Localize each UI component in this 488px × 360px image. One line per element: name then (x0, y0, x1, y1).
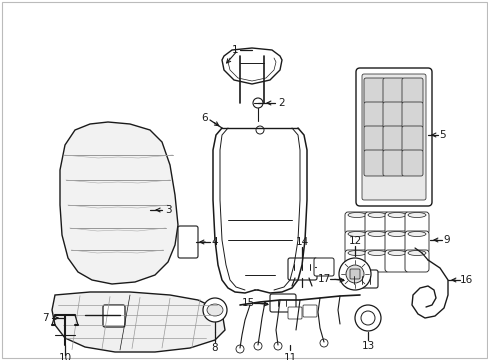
Text: 11: 11 (283, 353, 296, 360)
FancyBboxPatch shape (384, 250, 408, 272)
FancyBboxPatch shape (401, 78, 422, 104)
Ellipse shape (206, 304, 223, 316)
Text: 15: 15 (241, 298, 254, 308)
Circle shape (360, 311, 374, 325)
FancyBboxPatch shape (364, 212, 388, 234)
Ellipse shape (407, 231, 425, 237)
Circle shape (319, 339, 327, 347)
Ellipse shape (407, 212, 425, 217)
Text: 16: 16 (458, 275, 472, 285)
Ellipse shape (347, 212, 365, 217)
Text: 17: 17 (317, 274, 330, 284)
Circle shape (256, 126, 264, 134)
FancyBboxPatch shape (349, 269, 359, 279)
Ellipse shape (387, 212, 405, 217)
Text: 13: 13 (361, 341, 374, 351)
FancyBboxPatch shape (404, 250, 428, 272)
FancyBboxPatch shape (384, 212, 408, 234)
FancyBboxPatch shape (382, 78, 403, 104)
Polygon shape (52, 292, 224, 352)
FancyBboxPatch shape (382, 150, 403, 176)
Circle shape (346, 265, 363, 283)
Ellipse shape (387, 231, 405, 237)
FancyBboxPatch shape (313, 258, 333, 276)
Circle shape (252, 98, 263, 108)
Text: 5: 5 (439, 130, 446, 140)
Text: 4: 4 (211, 237, 218, 247)
FancyBboxPatch shape (363, 78, 384, 104)
FancyBboxPatch shape (382, 126, 403, 152)
FancyBboxPatch shape (401, 102, 422, 128)
FancyBboxPatch shape (269, 294, 295, 312)
Text: 1: 1 (231, 45, 238, 55)
Ellipse shape (367, 212, 385, 217)
Text: 9: 9 (443, 235, 449, 245)
FancyBboxPatch shape (303, 305, 316, 317)
Text: 3: 3 (164, 205, 171, 215)
Ellipse shape (367, 231, 385, 237)
Circle shape (354, 305, 380, 331)
FancyBboxPatch shape (287, 258, 316, 280)
FancyBboxPatch shape (345, 250, 368, 272)
FancyBboxPatch shape (404, 231, 428, 253)
Text: 6: 6 (201, 113, 208, 123)
FancyBboxPatch shape (355, 68, 431, 206)
Text: 14: 14 (295, 237, 308, 247)
Text: 8: 8 (211, 343, 218, 353)
FancyBboxPatch shape (178, 226, 198, 258)
Circle shape (338, 258, 370, 290)
Ellipse shape (367, 251, 385, 256)
Ellipse shape (347, 251, 365, 256)
Text: 7: 7 (41, 313, 48, 323)
FancyBboxPatch shape (363, 102, 384, 128)
FancyBboxPatch shape (287, 307, 302, 319)
Ellipse shape (407, 251, 425, 256)
Polygon shape (60, 122, 178, 284)
FancyBboxPatch shape (364, 231, 388, 253)
FancyBboxPatch shape (363, 150, 384, 176)
Text: 10: 10 (59, 353, 71, 360)
FancyBboxPatch shape (382, 102, 403, 128)
FancyBboxPatch shape (345, 212, 368, 234)
FancyBboxPatch shape (364, 250, 388, 272)
FancyBboxPatch shape (345, 231, 368, 253)
FancyBboxPatch shape (361, 74, 425, 200)
FancyBboxPatch shape (346, 270, 377, 288)
FancyBboxPatch shape (363, 126, 384, 152)
Circle shape (203, 298, 226, 322)
FancyBboxPatch shape (401, 126, 422, 152)
FancyBboxPatch shape (384, 231, 408, 253)
FancyBboxPatch shape (401, 150, 422, 176)
Polygon shape (222, 48, 282, 84)
Circle shape (253, 342, 262, 350)
Ellipse shape (387, 251, 405, 256)
FancyBboxPatch shape (103, 305, 125, 327)
Circle shape (236, 345, 244, 353)
Ellipse shape (347, 231, 365, 237)
Circle shape (273, 342, 282, 350)
Text: 2: 2 (278, 98, 285, 108)
FancyBboxPatch shape (404, 212, 428, 234)
Text: 12: 12 (347, 236, 361, 246)
